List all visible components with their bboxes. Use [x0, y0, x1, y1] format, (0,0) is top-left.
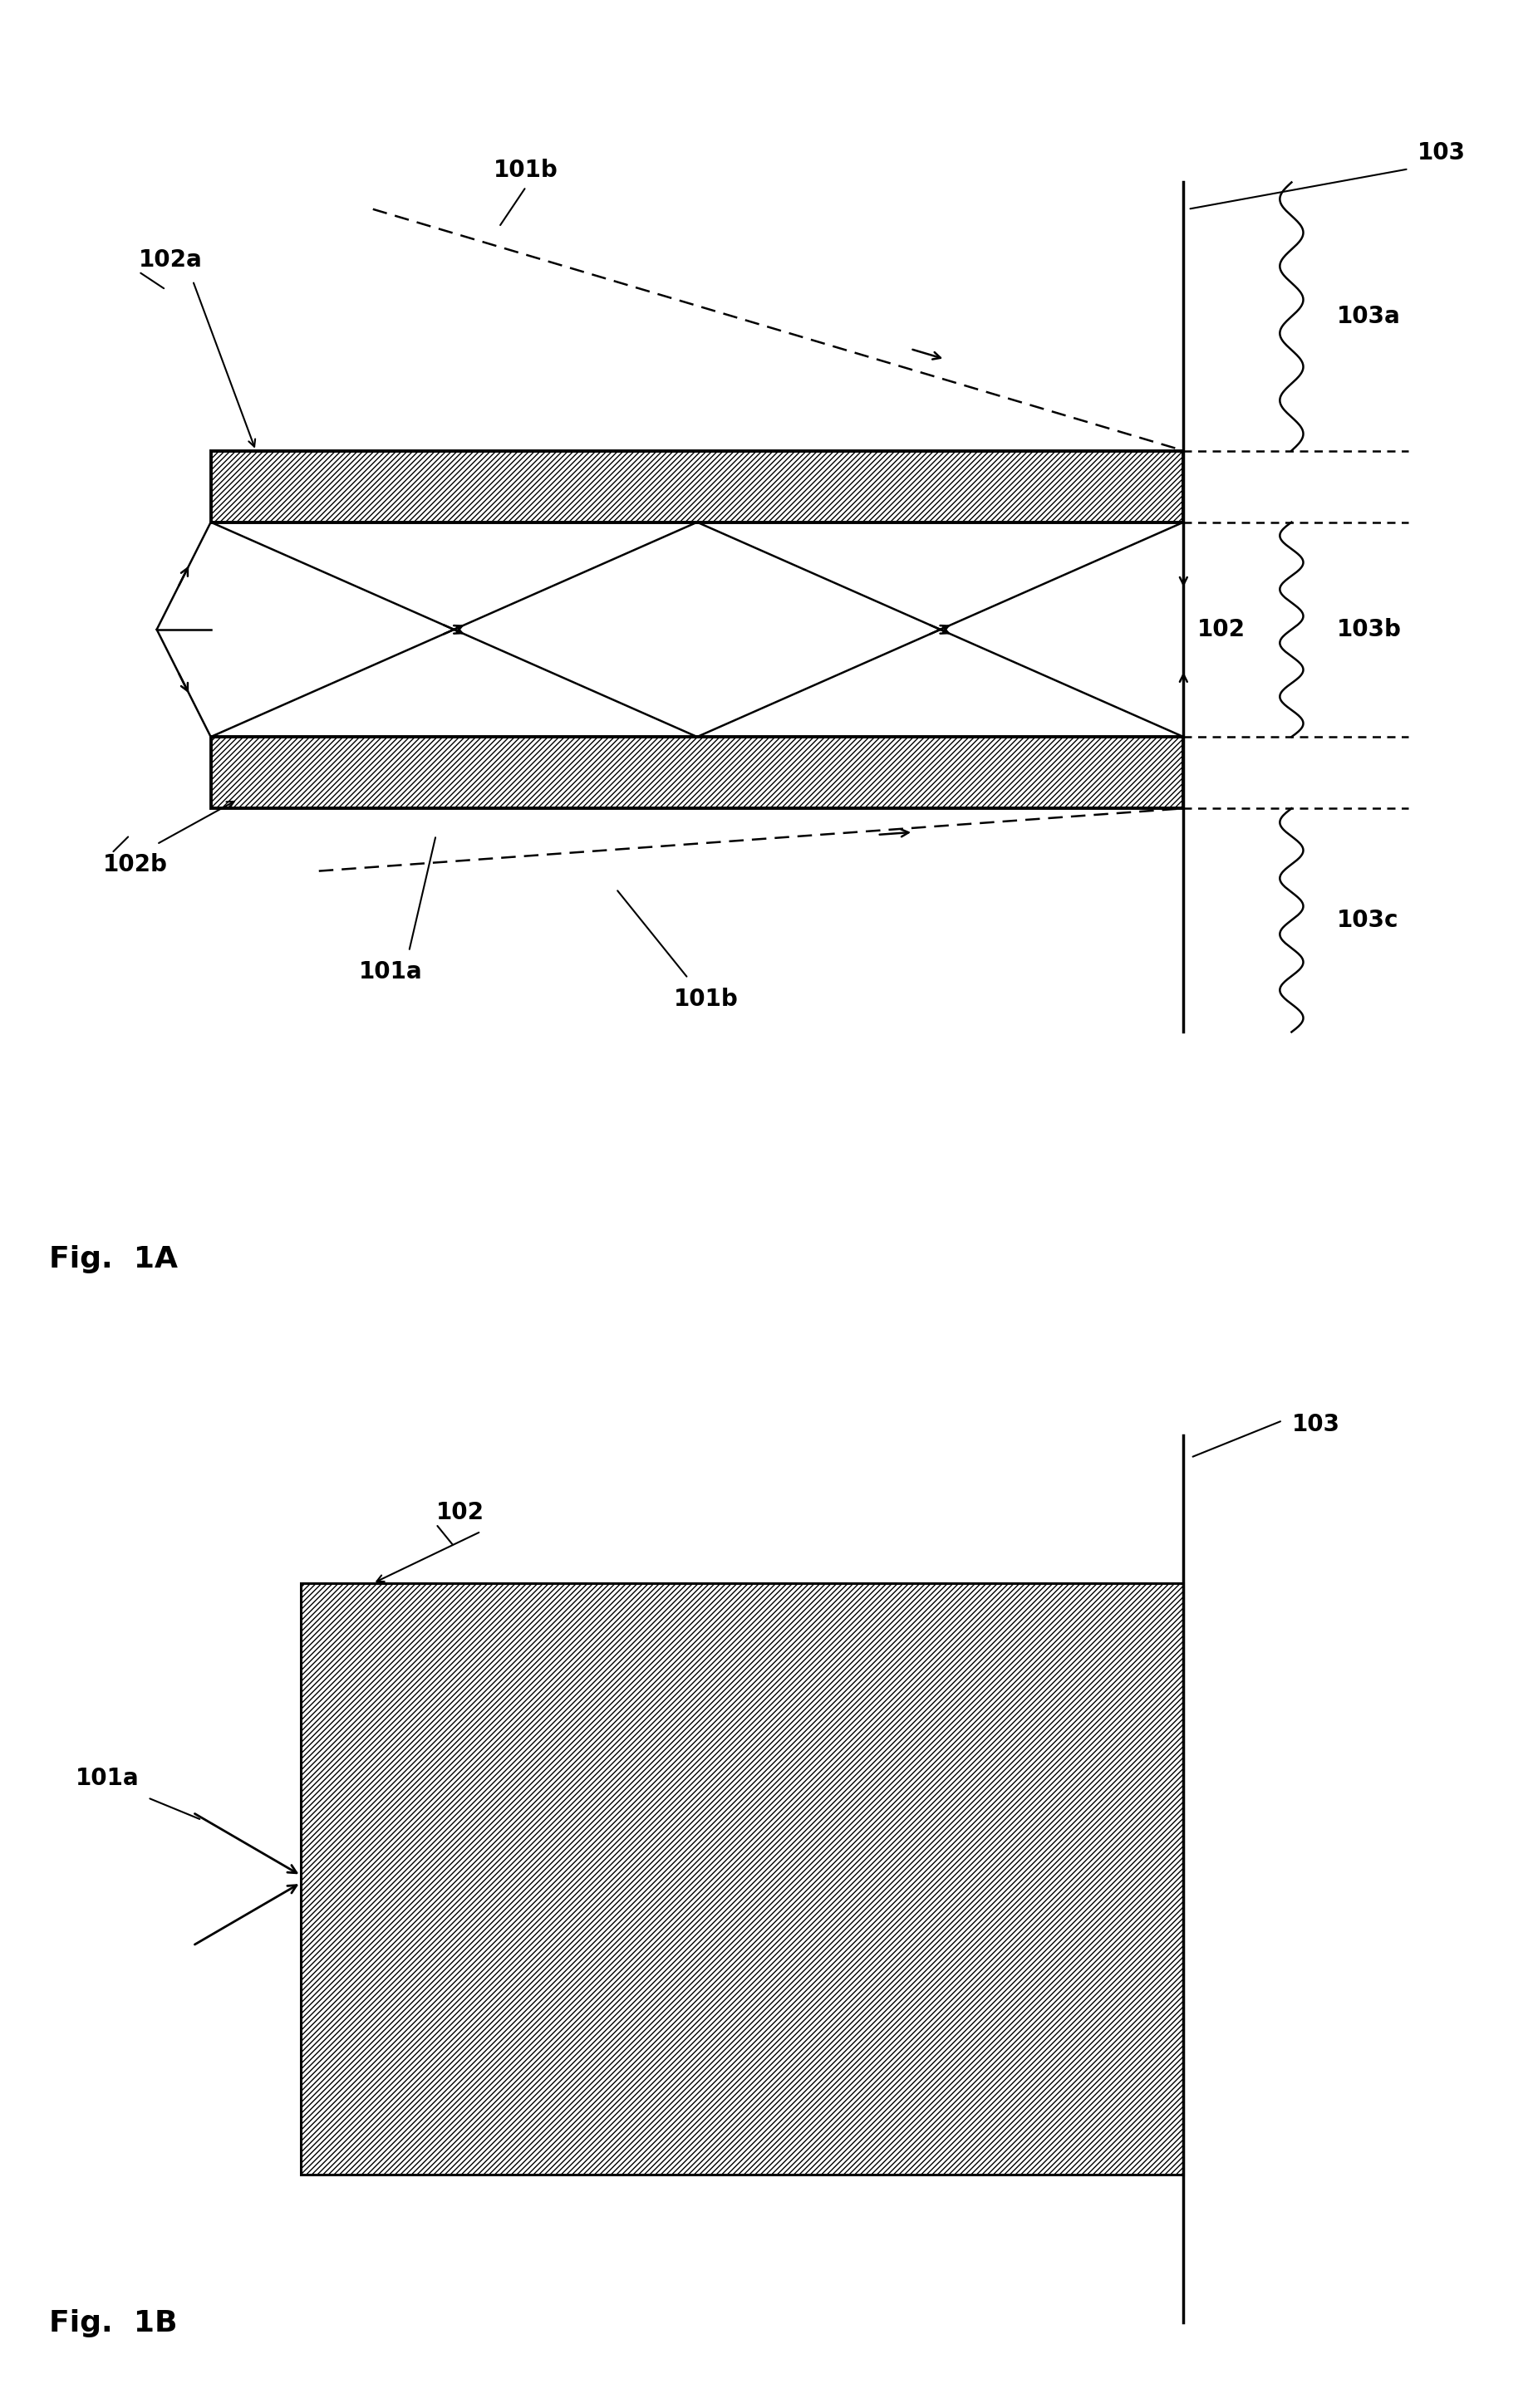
Text: 103c: 103c [1337, 908, 1398, 932]
Bar [300, 1584, 1183, 2174]
Text: 102b: 102b [103, 852, 167, 877]
Bar [212, 450, 1183, 523]
Text: Fig.  1B: Fig. 1B [49, 2309, 176, 2338]
Bar [212, 737, 1183, 809]
Bar [212, 737, 1183, 809]
Text: Fig.  1A: Fig. 1A [49, 1245, 178, 1274]
Text: 103: 103 [1418, 142, 1466, 164]
Text: 101a: 101a [359, 961, 423, 985]
Text: 103a: 103a [1337, 306, 1400, 327]
Text: 101b: 101b [675, 987, 739, 1011]
Text: 102: 102 [435, 1500, 484, 1524]
Text: 103: 103 [1291, 1413, 1340, 1438]
Text: 102: 102 [1197, 619, 1245, 641]
Text: 101a: 101a [75, 1767, 140, 1792]
Text: 102a: 102a [138, 248, 202, 272]
Text: 101b: 101b [494, 159, 558, 183]
Bar [300, 1584, 1183, 2174]
Bar [212, 450, 1183, 523]
Text: 103b: 103b [1337, 619, 1401, 641]
